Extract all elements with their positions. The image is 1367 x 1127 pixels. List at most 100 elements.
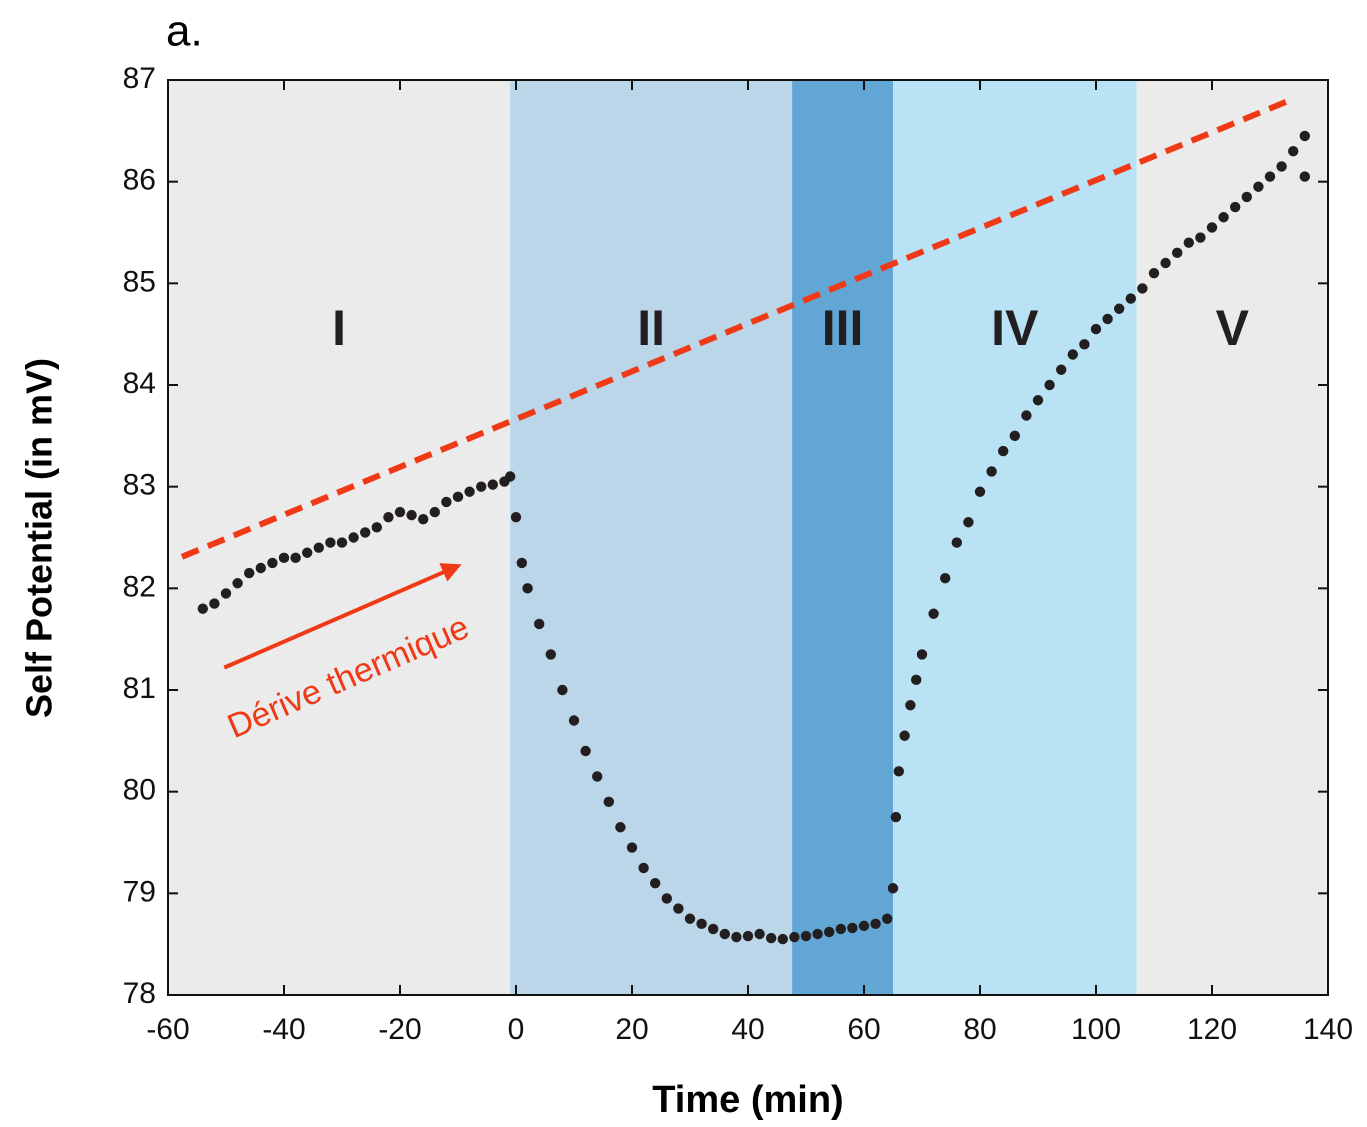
data-point — [244, 567, 255, 579]
y-tick-label: 81 — [123, 672, 156, 705]
data-point — [1172, 247, 1183, 259]
data-point — [1125, 293, 1137, 304]
data-point — [1148, 267, 1160, 279]
data-point — [847, 922, 858, 934]
data-point — [255, 562, 266, 574]
data-point — [1079, 339, 1090, 350]
data-point — [278, 552, 290, 564]
data-point — [545, 649, 556, 660]
data-point — [731, 931, 742, 943]
data-point — [290, 552, 301, 564]
data-point — [1218, 212, 1229, 223]
data-point — [232, 578, 243, 589]
data-point — [893, 766, 904, 777]
data-point — [336, 537, 348, 548]
data-point — [1137, 283, 1148, 294]
data-point — [534, 618, 545, 630]
data-point — [1299, 130, 1311, 142]
data-point — [1241, 191, 1253, 203]
x-tick-label: 40 — [731, 1013, 764, 1046]
data-point — [754, 928, 765, 940]
data-point — [302, 547, 313, 558]
data-point — [1009, 430, 1020, 442]
data-point — [429, 506, 440, 518]
data-point — [1264, 171, 1276, 182]
data-point — [441, 496, 452, 508]
y-tick-label: 84 — [123, 367, 156, 400]
data-point — [360, 527, 371, 538]
region-label: II — [637, 300, 665, 356]
data-point — [673, 903, 684, 914]
y-tick-label: 87 — [123, 62, 156, 95]
data-point — [998, 445, 1009, 457]
y-tick-label: 83 — [123, 469, 156, 502]
data-point — [1114, 303, 1125, 314]
data-point — [1102, 313, 1113, 325]
y-tick-label: 78 — [123, 977, 156, 1010]
data-point — [800, 930, 812, 942]
data-point — [592, 771, 603, 782]
data-point — [1056, 364, 1067, 375]
data-point — [452, 491, 464, 503]
data-point — [1021, 410, 1032, 421]
region — [1136, 80, 1328, 995]
data-point — [986, 466, 997, 477]
data-point — [505, 471, 516, 482]
data-point — [325, 537, 336, 548]
data-point — [406, 509, 417, 521]
data-point — [766, 932, 777, 944]
x-tick-label: 0 — [508, 1013, 525, 1046]
data-point — [383, 511, 394, 523]
y-tick-label: 82 — [123, 570, 156, 603]
data-point — [1253, 181, 1264, 192]
region-label: I — [332, 300, 346, 356]
data-point — [1206, 222, 1218, 233]
data-point — [708, 923, 719, 935]
region — [510, 80, 793, 995]
data-point — [661, 893, 672, 904]
data-point — [916, 649, 928, 660]
data-point — [476, 481, 487, 492]
data-point — [911, 674, 922, 686]
x-tick-label: -60 — [146, 1013, 189, 1046]
y-tick-label: 79 — [123, 875, 156, 908]
x-axis-title: Time (min) — [652, 1079, 843, 1121]
data-point — [719, 928, 730, 940]
data-point — [684, 913, 696, 924]
data-point — [220, 588, 232, 599]
data-point — [1276, 161, 1287, 172]
data-point — [963, 517, 974, 528]
data-point — [824, 926, 835, 938]
region-label: IV — [991, 300, 1039, 356]
y-tick-label: 80 — [123, 774, 156, 807]
y-axis-title: Self Potential (in mV) — [19, 358, 60, 718]
data-point — [348, 532, 359, 543]
data-point — [557, 684, 568, 696]
data-point — [887, 883, 899, 894]
trend-line — [180, 97, 1291, 560]
data-point — [371, 522, 382, 533]
data-point — [313, 542, 324, 553]
x-tick-label: 80 — [963, 1013, 996, 1046]
region-label: V — [1216, 300, 1250, 356]
region — [168, 80, 511, 995]
data-point — [418, 514, 429, 525]
data-point — [464, 486, 475, 497]
data-point — [1090, 323, 1102, 335]
data-point — [928, 608, 939, 619]
region — [893, 80, 1137, 995]
data-point — [858, 920, 870, 932]
data-point — [777, 933, 788, 945]
x-tick-label: 140 — [1303, 1013, 1353, 1046]
data-point — [974, 486, 986, 497]
data-point — [615, 822, 626, 833]
data-point — [1183, 237, 1195, 248]
data-point — [742, 930, 754, 942]
data-point — [568, 715, 580, 726]
data-point — [1044, 379, 1055, 391]
data-point — [1299, 171, 1311, 182]
x-tick-label: 120 — [1187, 1013, 1237, 1046]
x-tick-label: 100 — [1071, 1013, 1121, 1046]
data-point — [1067, 349, 1079, 360]
